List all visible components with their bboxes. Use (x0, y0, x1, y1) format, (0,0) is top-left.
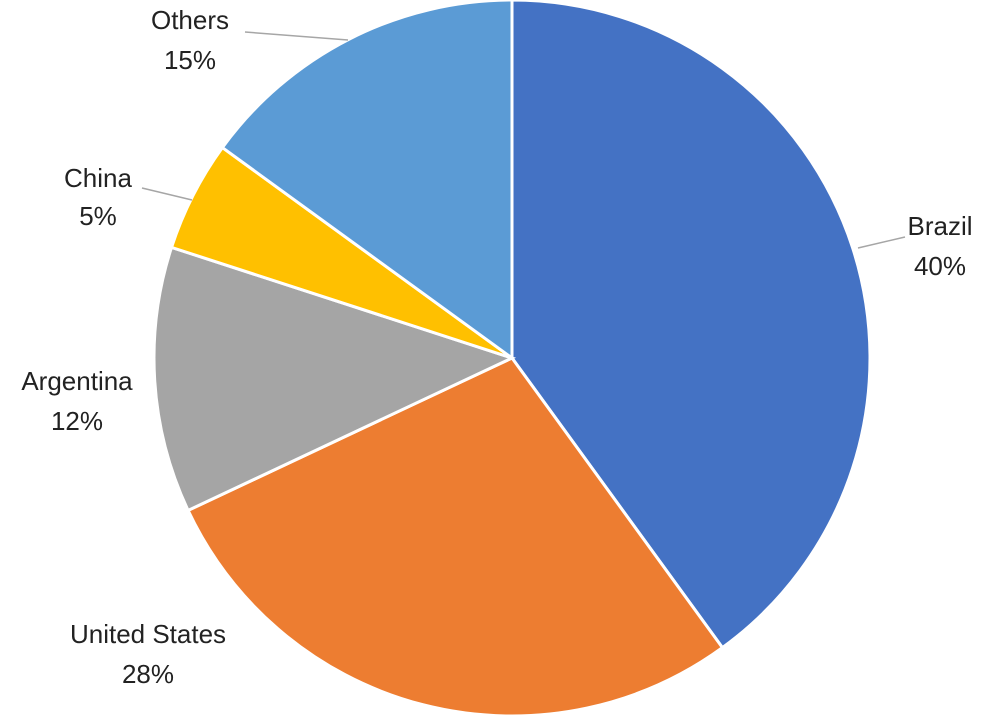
value-label: 28% (122, 659, 174, 689)
pie-slice (220, 0, 514, 361)
slice-label: Others (151, 5, 229, 35)
leader-line (244, 31, 349, 41)
slice-label: Brazil (907, 211, 972, 241)
pie-slice (510, 0, 872, 650)
value-label: 40% (914, 251, 966, 281)
slice-label: China (64, 163, 132, 193)
value-label: 5% (79, 201, 117, 231)
pie-slice (152, 245, 517, 513)
slice-label: United States (70, 619, 226, 649)
leader-line (141, 187, 193, 201)
slice-label: Argentina (21, 366, 133, 396)
value-label: 15% (164, 45, 216, 75)
leader-line (857, 236, 906, 249)
pie-slice (186, 356, 725, 718)
value-label: 12% (51, 406, 103, 436)
